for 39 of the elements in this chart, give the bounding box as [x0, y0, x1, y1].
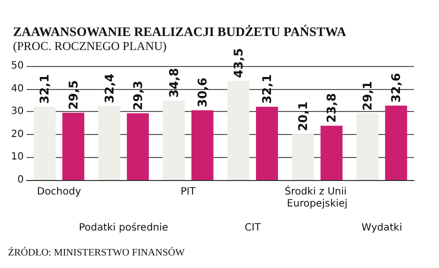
bar [385, 106, 408, 180]
bar [34, 106, 56, 180]
bar [62, 112, 84, 180]
chart-title: ZAAWANSOWANIE REALIZACJI BUDŻETU PAŃSTWA [13, 24, 347, 39]
y-tick-label: 40 [10, 83, 24, 94]
x-tick-label: Wydatki [362, 222, 402, 234]
bar [191, 110, 214, 180]
bar [292, 134, 314, 180]
data-label: 29,1 [360, 81, 375, 111]
x-tick-label: Środki z Unii Europejskiej [284, 184, 350, 210]
chart-subtitle: (PROC. ROCZNEGO PLANU) [13, 39, 167, 53]
x-tick-label: CIT [244, 222, 262, 234]
data-label: 20,1 [296, 102, 310, 132]
data-label: 32,6 [389, 73, 404, 103]
data-label: 32,4 [102, 74, 116, 104]
data-label: 34,8 [166, 68, 181, 98]
bar [126, 113, 149, 180]
y-tick-label: 20 [10, 128, 24, 140]
bar [356, 114, 379, 180]
data-label: 30,6 [195, 78, 210, 108]
bar [256, 106, 278, 180]
y-tick-label: 30 [10, 106, 24, 118]
data-label: 29,5 [66, 80, 80, 110]
x-tick-label: PIT [180, 186, 197, 198]
y-tick-label: 0 [17, 174, 24, 186]
bar [320, 126, 343, 180]
data-label: 43,5 [231, 48, 246, 78]
data-label: 29,3 [130, 80, 145, 110]
data-label: 23,8 [324, 93, 339, 123]
y-tick-label: 10 [10, 152, 24, 163]
bar [227, 80, 250, 180]
x-tick-label: Dochody [36, 186, 82, 198]
x-tick-label: Podatki pośrednie [78, 222, 168, 234]
data-label: 32,1 [38, 74, 52, 104]
bar [98, 106, 120, 180]
data-label: 32,1 [260, 74, 274, 104]
bar [162, 100, 185, 180]
y-tick-label: 50 [10, 60, 24, 72]
text: ŹRÓDŁO: MINISTERSTWO FINANSÓW [8, 246, 186, 258]
